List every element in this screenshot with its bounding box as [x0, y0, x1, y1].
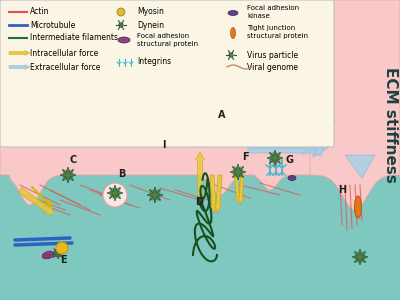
Ellipse shape [230, 28, 236, 38]
Text: I: I [162, 140, 166, 150]
Text: Myosin: Myosin [137, 8, 164, 16]
FancyArrow shape [9, 50, 30, 56]
FancyArrow shape [214, 175, 222, 213]
Text: E: E [60, 255, 67, 265]
PathPatch shape [310, 0, 400, 210]
FancyArrow shape [234, 175, 241, 204]
FancyBboxPatch shape [0, 0, 334, 147]
Circle shape [228, 52, 234, 58]
Text: Integrins: Integrins [137, 58, 171, 67]
Circle shape [118, 22, 124, 28]
Text: C: C [70, 155, 77, 165]
Text: Virus particle: Virus particle [247, 50, 298, 59]
Circle shape [211, 126, 219, 134]
FancyArrow shape [196, 152, 204, 195]
Text: Dynein: Dynein [137, 20, 164, 29]
Text: Focal adhesion
structural protein: Focal adhesion structural protein [137, 33, 198, 47]
Ellipse shape [46, 254, 50, 258]
Ellipse shape [118, 37, 130, 43]
Circle shape [234, 168, 242, 176]
FancyArrow shape [238, 175, 244, 204]
Ellipse shape [42, 254, 46, 258]
Ellipse shape [50, 254, 54, 258]
Text: Actin: Actin [30, 8, 50, 16]
FancyArrow shape [248, 139, 328, 157]
Circle shape [56, 242, 68, 254]
Text: ECM stiffness: ECM stiffness [382, 67, 398, 183]
Text: Tight junction
structural protein: Tight junction structural protein [247, 25, 308, 39]
Circle shape [151, 191, 159, 199]
Circle shape [356, 253, 364, 261]
Ellipse shape [288, 176, 296, 181]
Text: Intermediate filaments: Intermediate filaments [30, 34, 118, 43]
Circle shape [55, 250, 61, 256]
Circle shape [271, 154, 279, 162]
FancyArrow shape [315, 109, 335, 156]
Ellipse shape [354, 196, 362, 218]
Text: B: B [118, 169, 125, 179]
Ellipse shape [42, 251, 54, 259]
FancyArrow shape [18, 188, 54, 214]
Text: Extracellular force: Extracellular force [30, 62, 100, 71]
Text: D: D [195, 197, 203, 207]
PathPatch shape [345, 155, 375, 178]
PathPatch shape [0, 0, 340, 205]
FancyArrow shape [210, 175, 218, 213]
Circle shape [111, 189, 119, 197]
Text: A: A [218, 110, 226, 120]
Text: F: F [242, 152, 249, 162]
Text: Intracellular force: Intracellular force [30, 49, 98, 58]
Text: Focal adhesion
kinase: Focal adhesion kinase [247, 5, 299, 19]
Text: Microtubule: Microtubule [30, 20, 75, 29]
Circle shape [103, 183, 127, 207]
FancyArrow shape [160, 88, 176, 143]
Ellipse shape [228, 11, 238, 16]
FancyArrow shape [9, 64, 30, 70]
Text: H: H [338, 185, 346, 195]
Text: G: G [285, 155, 293, 165]
Circle shape [64, 171, 72, 179]
Circle shape [117, 8, 125, 16]
Text: Viral genome: Viral genome [247, 62, 298, 71]
